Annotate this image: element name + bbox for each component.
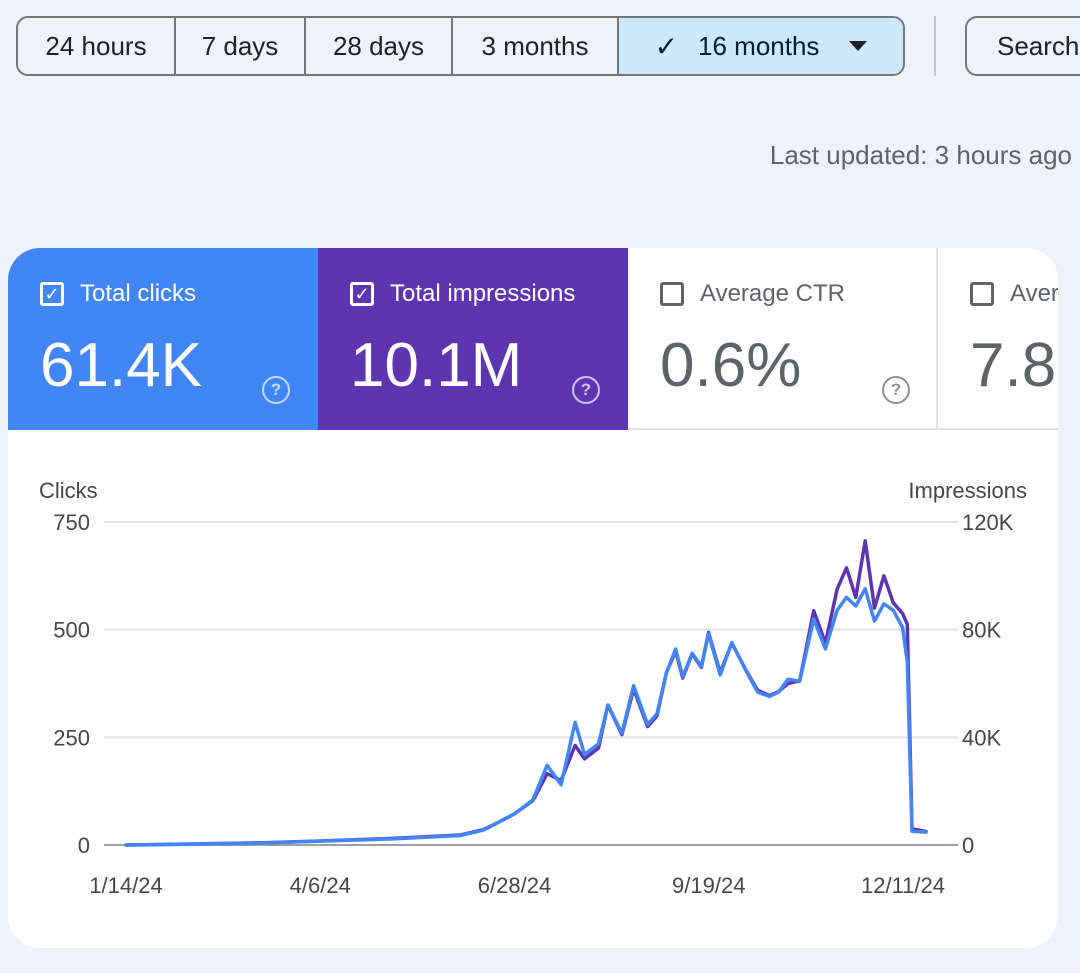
- clicks-series-line: [124, 587, 928, 847]
- x-tick-label: 4/6/24: [290, 873, 351, 898]
- dropdown-arrow-icon[interactable]: [849, 41, 868, 51]
- left-axis-title: Clicks: [39, 478, 98, 503]
- right-tick-label: 80K: [962, 618, 1001, 643]
- range-3-months-button[interactable]: 3 months: [453, 18, 619, 74]
- right-tick-label: 120K: [962, 510, 1014, 535]
- x-tick-label: 1/14/24: [89, 873, 162, 898]
- left-tick-label: 0: [78, 833, 90, 858]
- metric-label: Total clicks: [80, 280, 197, 307]
- metric-tile-total-clicks[interactable]: ✓ Total clicks 61.4K ?: [8, 248, 318, 430]
- left-tick-label: 500: [53, 618, 90, 643]
- help-icon[interactable]: ?: [882, 376, 910, 404]
- metric-value: 7.8: [970, 331, 1057, 400]
- right-axis-title: Impressions: [908, 478, 1027, 503]
- right-tick-label: 40K: [962, 725, 1001, 750]
- left-tick-label: 750: [53, 510, 90, 535]
- metric-value: 0.6%: [660, 331, 802, 400]
- checkbox-unchecked-icon[interactable]: [970, 282, 994, 306]
- range-24-hours-button[interactable]: 24 hours: [18, 18, 176, 74]
- metric-value: 61.4K: [40, 331, 203, 400]
- metric-tile-average-position[interactable]: Aver 7.8: [938, 248, 1058, 430]
- right-tick-label: 0: [962, 833, 974, 858]
- checkmark-icon: ✓: [654, 30, 679, 62]
- last-updated-text: Last updated: 3 hours ago: [769, 140, 1072, 170]
- range-28-days-button[interactable]: 28 days: [306, 18, 453, 74]
- metric-tile-average-ctr[interactable]: Average CTR 0.6% ?: [628, 248, 938, 430]
- metric-label: Average CTR: [700, 280, 845, 307]
- toolbar-divider: [934, 16, 936, 76]
- metric-label: Total impressions: [390, 280, 576, 307]
- help-icon[interactable]: ?: [262, 376, 290, 404]
- checkbox-checked-icon[interactable]: ✓: [40, 282, 64, 306]
- search-type-button[interactable]: Search: [965, 16, 1080, 76]
- x-tick-label: 12/11/24: [861, 873, 945, 898]
- metric-label: Aver: [1010, 280, 1058, 307]
- range-16-months-label: 16 months: [698, 30, 820, 61]
- metric-value: 10.1M: [350, 331, 523, 400]
- impressions-series-line: [124, 539, 928, 847]
- x-tick-label: 6/28/24: [478, 873, 551, 898]
- performance-chart: Clicks Impressions 750 120K 500 80K 250 40K 0 0…: [39, 478, 1027, 898]
- left-tick-label: 250: [53, 725, 90, 750]
- performance-card: ✓ Total clicks 61.4K ? ✓ Total impressio…: [8, 248, 1058, 948]
- metric-tile-total-impressions[interactable]: ✓ Total impressions 10.1M ?: [318, 248, 628, 430]
- range-7-days-button[interactable]: 7 days: [176, 18, 306, 74]
- help-icon[interactable]: ?: [572, 376, 600, 404]
- date-range-selector: 24 hours 7 days 28 days 3 months ✓ 16 mo…: [16, 16, 905, 76]
- checkbox-unchecked-icon[interactable]: [660, 282, 684, 306]
- checkbox-checked-icon[interactable]: ✓: [350, 282, 374, 306]
- x-tick-label: 9/19/24: [672, 873, 745, 898]
- range-16-months-button[interactable]: ✓ 16 months: [619, 18, 903, 74]
